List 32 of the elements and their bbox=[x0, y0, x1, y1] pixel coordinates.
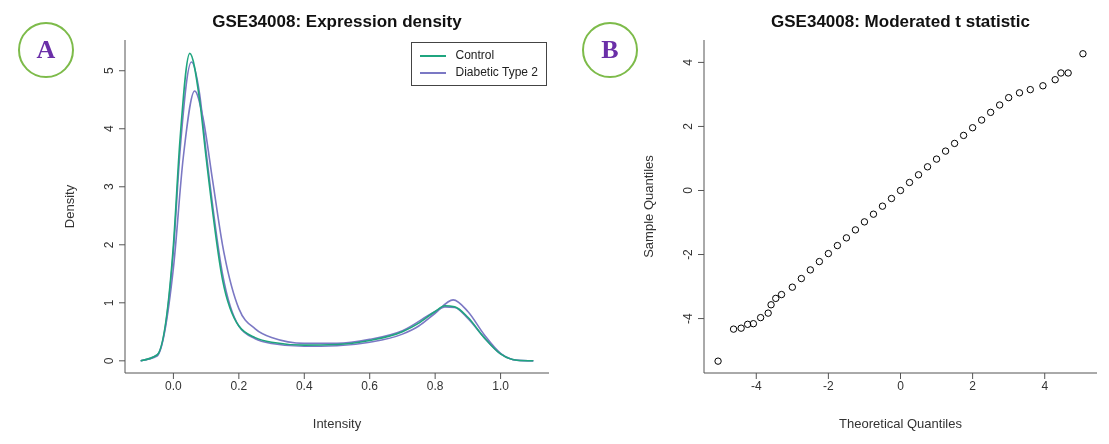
x-tick-label: 0.4 bbox=[295, 378, 313, 393]
x-tick-label: 0 bbox=[897, 378, 905, 393]
x-tick-label: -2 bbox=[823, 378, 835, 393]
y-tick-label: 0 bbox=[681, 186, 695, 194]
chart-title: GSE34008: Expression density bbox=[211, 12, 463, 32]
x-tick-label: 0.8 bbox=[426, 378, 444, 393]
y-tick-label: 4 bbox=[102, 125, 116, 133]
legend-label: Diabetic Type 2 bbox=[455, 64, 538, 81]
x-axis-title: Intensity bbox=[312, 416, 362, 431]
x-tick-label: -4 bbox=[750, 378, 762, 393]
y-axis-title: Sample Quantiles bbox=[640, 154, 656, 258]
x-tick-label: 0.2 bbox=[230, 378, 248, 393]
y-axis-title: Density bbox=[61, 184, 77, 229]
legend-label: Control bbox=[455, 47, 495, 64]
y-tick-label: 0 bbox=[102, 357, 116, 365]
x-tick-label: 0.0 bbox=[165, 378, 183, 393]
y-tick-label: 3 bbox=[102, 183, 116, 191]
y-tick-label: 2 bbox=[102, 241, 116, 249]
y-tick-label: -4 bbox=[681, 312, 695, 324]
x-tick-label: 2 bbox=[969, 378, 977, 393]
x-axis-title: Theoretical Quantiles bbox=[839, 416, 963, 431]
y-tick-label: 1 bbox=[102, 299, 116, 307]
y-tick-label: 4 bbox=[681, 58, 695, 66]
x-tick-label: 1.0 bbox=[492, 378, 510, 393]
y-tick-label: 5 bbox=[102, 67, 116, 75]
text: B bbox=[582, 22, 638, 78]
chart-title: GSE34008: Moderated t statistic bbox=[770, 12, 1031, 32]
text: A bbox=[18, 22, 74, 78]
x-tick-label: 4 bbox=[1041, 378, 1049, 393]
y-tick-label: -2 bbox=[681, 248, 695, 260]
x-tick-label: 0.6 bbox=[361, 378, 379, 393]
y-tick-label: 2 bbox=[681, 122, 695, 130]
